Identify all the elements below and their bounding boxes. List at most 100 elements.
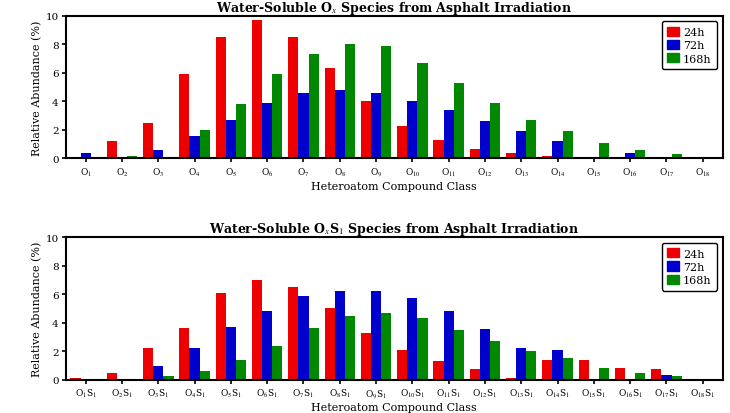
Bar — [70, 378, 80, 380]
Bar — [199, 371, 210, 380]
Bar — [309, 329, 319, 380]
Bar — [117, 158, 127, 159]
Bar — [215, 38, 226, 159]
Bar — [651, 369, 661, 380]
Bar — [698, 379, 708, 380]
Bar — [262, 311, 272, 380]
Legend: 24h, 72h, 168h: 24h, 72h, 168h — [662, 22, 717, 70]
Bar — [589, 158, 599, 159]
Bar — [288, 287, 299, 380]
Y-axis label: Relative Abundance (%): Relative Abundance (%) — [32, 241, 43, 376]
Bar — [272, 346, 283, 380]
Bar — [117, 379, 127, 380]
Bar — [454, 330, 464, 380]
Bar — [490, 342, 500, 380]
Bar — [164, 158, 174, 159]
Bar — [526, 121, 537, 159]
Bar — [516, 349, 526, 380]
Bar — [506, 379, 516, 380]
Bar — [361, 333, 371, 380]
X-axis label: Heteroatom Compound Class: Heteroatom Compound Class — [311, 182, 477, 192]
Bar — [236, 105, 246, 159]
Bar — [107, 142, 117, 159]
Bar — [334, 90, 345, 159]
Bar — [299, 296, 309, 380]
Bar — [345, 45, 355, 159]
Bar — [190, 349, 199, 380]
Bar — [635, 150, 645, 159]
Bar — [579, 360, 589, 380]
Bar — [672, 155, 682, 159]
Title: Water-Soluble O$_x$S$_1$ Species from Asphalt Irradiation: Water-Soluble O$_x$S$_1$ Species from As… — [210, 221, 579, 237]
Title: Water-Soluble O$_x$ Species from Asphalt Irradiation: Water-Soluble O$_x$ Species from Asphalt… — [216, 0, 572, 17]
Bar — [80, 379, 91, 380]
Bar — [688, 379, 698, 380]
Bar — [153, 366, 164, 380]
Bar — [190, 136, 199, 159]
Bar — [153, 150, 164, 159]
Bar — [164, 376, 174, 380]
Bar — [542, 360, 553, 380]
Bar — [143, 349, 153, 380]
Bar — [579, 158, 589, 159]
Bar — [688, 158, 698, 159]
Bar — [407, 102, 418, 159]
Bar — [397, 350, 407, 380]
Bar — [563, 132, 573, 159]
Y-axis label: Relative Abundance (%): Relative Abundance (%) — [32, 20, 43, 155]
Bar — [226, 121, 236, 159]
Bar — [434, 140, 444, 159]
Bar — [635, 373, 645, 380]
Bar — [469, 150, 480, 159]
Bar — [325, 309, 334, 380]
Bar — [371, 93, 381, 159]
Bar — [454, 83, 464, 159]
Bar — [542, 157, 553, 159]
Bar — [661, 158, 672, 159]
Bar — [698, 158, 708, 159]
Bar — [361, 102, 371, 159]
Bar — [127, 156, 137, 159]
Bar — [180, 75, 190, 159]
Bar — [506, 154, 516, 159]
Bar — [407, 299, 418, 380]
Bar — [553, 350, 563, 380]
Bar — [490, 104, 500, 159]
Bar — [434, 361, 444, 380]
Bar — [381, 313, 391, 380]
Bar — [143, 123, 153, 159]
Bar — [199, 131, 210, 159]
Bar — [625, 379, 635, 380]
Bar — [651, 158, 661, 159]
Bar — [236, 360, 246, 380]
Bar — [252, 280, 262, 380]
Bar — [371, 292, 381, 380]
Bar — [272, 75, 283, 159]
Bar — [91, 158, 101, 159]
Bar — [672, 376, 682, 380]
Bar — [599, 143, 609, 159]
Bar — [708, 379, 718, 380]
Bar — [563, 358, 573, 380]
Bar — [418, 64, 428, 159]
Bar — [444, 311, 454, 380]
Bar — [516, 132, 526, 159]
Bar — [91, 379, 101, 380]
Bar — [226, 327, 236, 380]
Bar — [469, 369, 480, 380]
Bar — [615, 158, 625, 159]
Bar — [80, 154, 91, 159]
Bar — [480, 329, 490, 380]
Bar — [444, 111, 454, 159]
Bar — [625, 153, 635, 159]
Bar — [252, 21, 262, 159]
Bar — [127, 379, 137, 380]
Bar — [397, 126, 407, 159]
Bar — [599, 368, 609, 380]
Bar — [309, 55, 319, 159]
Bar — [288, 38, 299, 159]
Bar — [553, 142, 563, 159]
X-axis label: Heteroatom Compound Class: Heteroatom Compound Class — [311, 403, 477, 413]
Bar — [708, 158, 718, 159]
Bar — [107, 373, 117, 380]
